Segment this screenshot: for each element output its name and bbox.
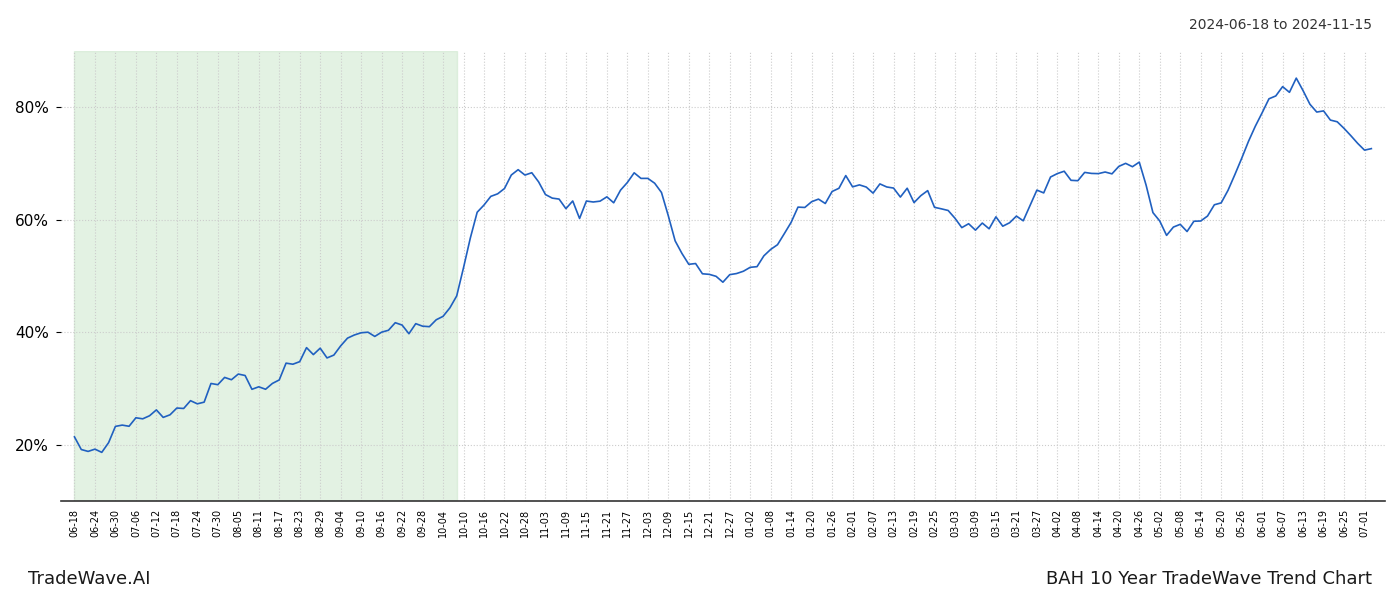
- Bar: [74, 51, 456, 501]
- Text: BAH 10 Year TradeWave Trend Chart: BAH 10 Year TradeWave Trend Chart: [1046, 570, 1372, 588]
- Text: 2024-06-18 to 2024-11-15: 2024-06-18 to 2024-11-15: [1189, 18, 1372, 32]
- Text: TradeWave.AI: TradeWave.AI: [28, 570, 151, 588]
